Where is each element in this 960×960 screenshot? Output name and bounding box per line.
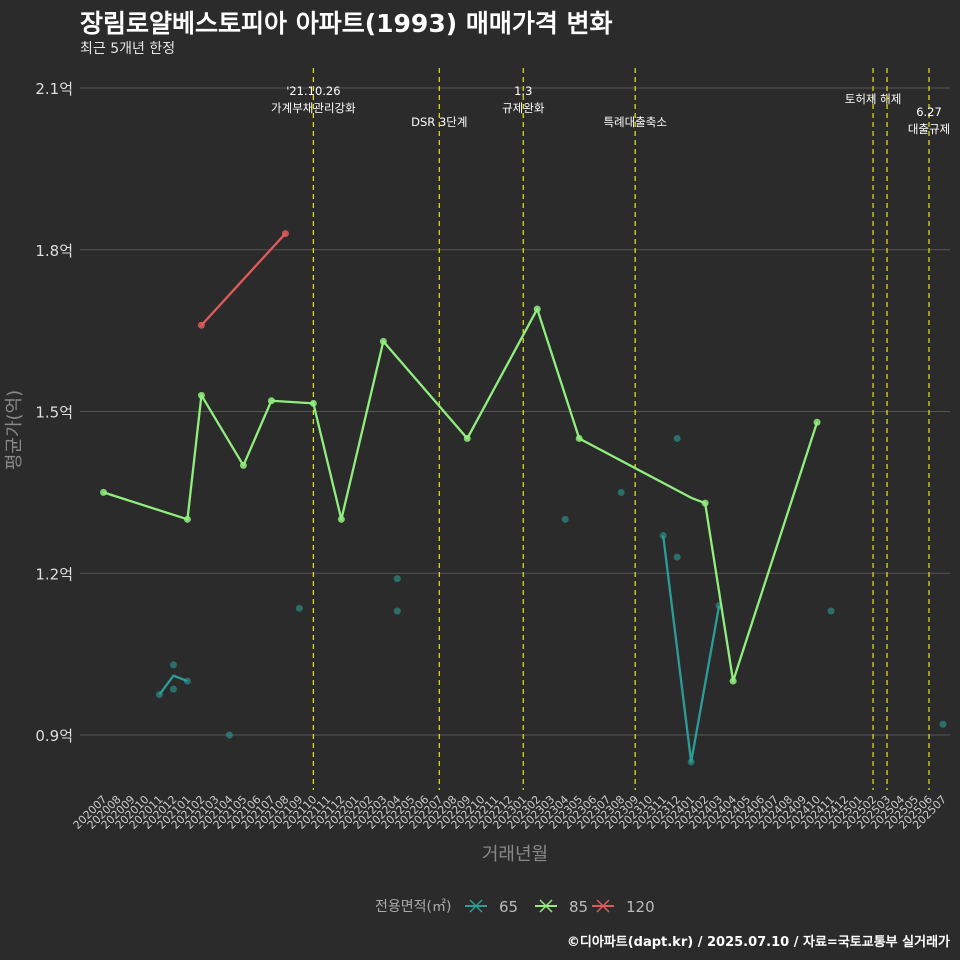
legend-swatch-85 [539,899,553,913]
event-label: 특례대출축소 [603,115,666,129]
data-point-85 [183,515,191,523]
event-label: 6.27 [916,105,942,119]
data-point-85 [100,488,107,496]
series-line-85 [103,307,819,683]
event-label: 토허제 해제 [845,92,902,106]
legend-label-120: 120 [626,898,655,916]
data-point-85 [239,461,247,469]
chart-title: 장림로얄베스토피아 아파트(1993) 매매가격 변화 [80,9,613,38]
series-line-65 [662,535,721,764]
grid-layer [80,87,950,736]
series-layer [100,230,947,766]
event-label: '21.10.26 [286,84,340,98]
event-label: 1.3 [514,84,532,98]
y-axis-label: 평균가(억) [4,390,25,470]
y-tick-label: 2.1억 [35,80,73,98]
y-tick-label: 1.8억 [35,242,73,260]
data-point-65 [687,758,695,766]
chart-caption: ©디아파트(dapt.kr) / 2025.07.10 / 자료=국토교통부 실… [566,935,950,950]
event-label: 대출규제 [908,122,950,136]
data-point-65 [183,677,191,685]
legend-title: 전용면적(㎡) [375,899,451,915]
data-point-85 [267,397,275,405]
data-point-85 [463,434,471,442]
data-point-85 [575,434,583,442]
data-point-85 [729,677,737,685]
y-tick-label: 1.5억 [35,404,73,422]
data-point-85 [309,399,317,407]
legend-label-85: 85 [569,898,588,916]
data-point-85 [701,499,709,507]
data-point-65 [659,532,667,540]
series-line-120 [200,232,287,327]
data-point-85 [533,305,541,313]
data-point-120 [197,321,205,329]
legend-label-65: 65 [499,898,518,916]
data-point-65 [155,691,163,699]
chart-subtitle: 최근 5개년 한정 [80,41,176,57]
data-point-65 [617,488,625,496]
legend: 전용면적(㎡) 65 85 120 [375,898,655,916]
event-label: 규제완화 [502,101,545,115]
data-point-85 [379,337,387,345]
data-point-65 [561,515,569,523]
data-point-65 [673,434,681,442]
x-axis-label: 거래년월 [482,844,548,865]
y-tick-label: 0.9억 [35,727,73,745]
data-point-65 [169,661,177,669]
data-point-120 [281,230,289,238]
data-point-65 [225,731,233,739]
data-point-85 [337,515,345,523]
data-point-65 [295,604,303,612]
data-point-65 [393,575,401,583]
data-point-65 [169,685,177,693]
data-point-85 [813,418,821,426]
data-point-65 [939,720,947,728]
series-line-65 [158,674,188,696]
legend-entries: 65 85 120 [465,898,655,916]
data-point-65 [393,607,401,615]
legend-swatch-65 [469,899,483,913]
data-point-85 [197,391,205,399]
event-label: DSR 3단계 [411,115,467,129]
data-point-65 [827,607,835,615]
legend-swatch-120 [596,899,610,913]
y-tick-label: 1.2억 [35,565,73,583]
data-point-65 [673,553,681,561]
event-label: 가계부채관리강화 [271,101,356,115]
axis-layer: 0.9억1.2억1.5억1.8억2.1억20200720200820200920… [35,80,949,832]
